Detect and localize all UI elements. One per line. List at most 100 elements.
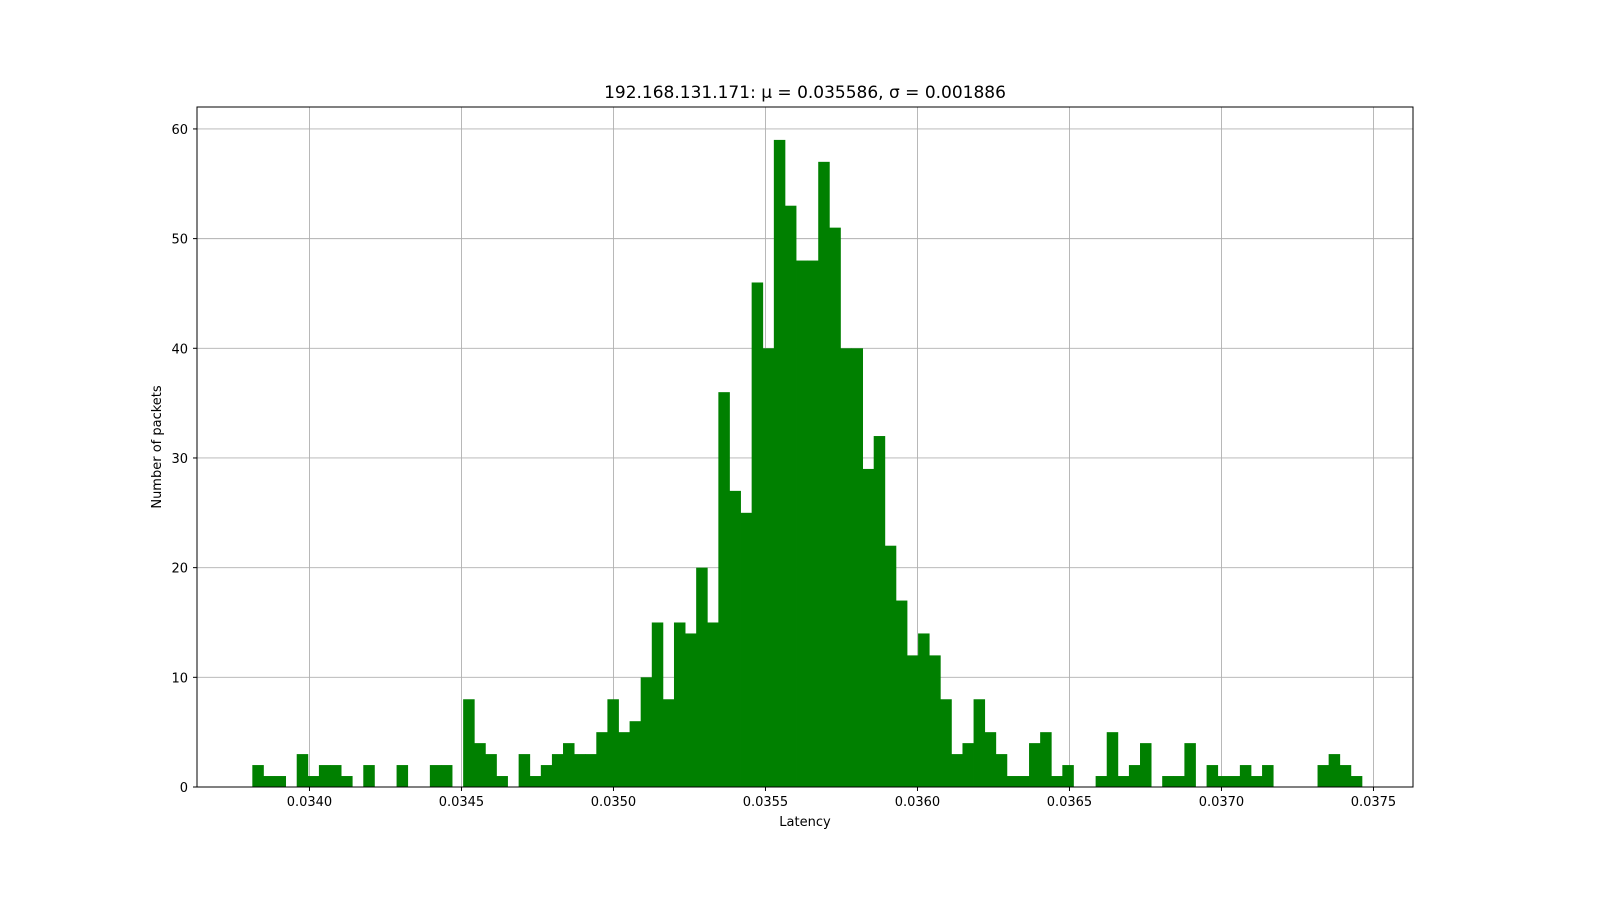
histogram-bar-79 bbox=[1128, 765, 1141, 787]
y-tick-label-3: 30 bbox=[171, 452, 188, 467]
histogram-bar-89 bbox=[1239, 765, 1252, 787]
histogram-bar-57 bbox=[884, 545, 897, 787]
histogram-bar-39 bbox=[685, 633, 697, 787]
histogram-bar-4 bbox=[296, 754, 309, 787]
histogram-bar-77 bbox=[1106, 732, 1119, 787]
histogram-bar-48 bbox=[784, 205, 797, 788]
histogram-bar-27 bbox=[551, 754, 564, 787]
histogram-bar-22 bbox=[496, 776, 508, 787]
histogram-bar-58 bbox=[895, 600, 908, 787]
histogram-bar-66 bbox=[984, 732, 997, 787]
histogram-bar-1 bbox=[263, 776, 275, 787]
histogram-bar-7 bbox=[330, 765, 342, 787]
histogram-bar-16 bbox=[429, 765, 442, 787]
histogram-bar-49 bbox=[796, 260, 808, 787]
histogram-bar-86 bbox=[1206, 765, 1219, 787]
y-tick-label-6: 60 bbox=[171, 123, 188, 138]
histogram-bar-76 bbox=[1095, 776, 1108, 787]
histogram-bar-83 bbox=[1173, 776, 1185, 787]
histogram-bar-64 bbox=[962, 743, 974, 787]
histogram-bar-37 bbox=[662, 699, 675, 787]
x-tick-label-5: 0.0365 bbox=[1047, 795, 1093, 810]
histogram-bar-6 bbox=[318, 765, 331, 787]
histogram-bar-61 bbox=[929, 655, 941, 787]
histogram-bar-51 bbox=[818, 161, 830, 787]
histogram-bar-87 bbox=[1217, 776, 1230, 787]
x-tick-label-7: 0.0375 bbox=[1351, 795, 1397, 810]
histogram-bar-34 bbox=[629, 721, 642, 787]
histogram-bar-63 bbox=[951, 754, 963, 787]
y-axis-label: Number of packets bbox=[150, 385, 165, 509]
histogram-bar-2 bbox=[274, 776, 287, 787]
bars-layer bbox=[252, 139, 1363, 788]
histogram-bar-21 bbox=[485, 754, 497, 787]
histogram-bar-97 bbox=[1328, 754, 1341, 787]
histogram-bar-60 bbox=[918, 633, 930, 787]
histogram-bar-24 bbox=[518, 754, 531, 787]
histogram-bar-55 bbox=[862, 468, 875, 787]
histogram-bar-80 bbox=[1140, 743, 1152, 787]
x-tick-label-2: 0.0350 bbox=[591, 795, 637, 810]
histogram-bar-38 bbox=[673, 622, 686, 787]
histogram-bar-13 bbox=[396, 765, 409, 787]
histogram-bar-29 bbox=[574, 754, 586, 787]
histogram-bar-96 bbox=[1317, 765, 1330, 787]
x-tick-label-1: 0.0345 bbox=[439, 795, 485, 810]
histogram-bar-62 bbox=[940, 699, 952, 787]
x-axis-label: Latency bbox=[779, 815, 831, 830]
histogram-bar-33 bbox=[618, 732, 630, 787]
histogram-bar-52 bbox=[829, 227, 841, 788]
histogram-bar-98 bbox=[1339, 765, 1352, 787]
histogram-bar-0 bbox=[252, 765, 264, 787]
histogram-bar-45 bbox=[751, 282, 764, 787]
histogram-bar-82 bbox=[1162, 776, 1174, 787]
y-tick-label-1: 10 bbox=[171, 671, 188, 686]
histogram-bar-73 bbox=[1062, 765, 1074, 787]
histogram-bar-54 bbox=[851, 348, 864, 787]
histogram-bar-40 bbox=[696, 567, 708, 787]
histogram-bar-46 bbox=[762, 348, 775, 787]
y-tick-label-4: 40 bbox=[171, 342, 188, 357]
histogram-bar-42 bbox=[718, 392, 730, 787]
histogram-bar-36 bbox=[651, 622, 664, 787]
histogram-bar-5 bbox=[307, 776, 320, 787]
histogram-bar-43 bbox=[729, 490, 741, 787]
histogram-bar-17 bbox=[440, 765, 453, 787]
histogram-bar-84 bbox=[1184, 743, 1196, 787]
histogram-bar-47 bbox=[773, 139, 786, 788]
histogram-bar-59 bbox=[906, 655, 919, 787]
histogram-bar-31 bbox=[596, 732, 608, 787]
histogram-bar-56 bbox=[873, 436, 886, 787]
y-tick-label-0: 0 bbox=[180, 781, 188, 796]
histogram-bar-8 bbox=[341, 776, 353, 787]
histogram-bar-20 bbox=[474, 743, 486, 787]
histogram-bar-69 bbox=[1017, 776, 1030, 787]
histogram-bar-88 bbox=[1228, 776, 1241, 787]
plot-frame bbox=[196, 106, 1414, 788]
histogram-bar-91 bbox=[1262, 765, 1274, 787]
histogram-bar-65 bbox=[973, 699, 986, 787]
y-tick-label-5: 50 bbox=[171, 233, 188, 248]
histogram-bar-41 bbox=[707, 622, 719, 787]
histogram-bar-67 bbox=[995, 754, 1008, 787]
x-tick-label-3: 0.0355 bbox=[743, 795, 789, 810]
chart-title: 192.168.131.171: μ = 0.035586, σ = 0.001… bbox=[604, 83, 1006, 103]
histogram-bar-99 bbox=[1350, 776, 1363, 787]
histogram-bar-72 bbox=[1051, 776, 1063, 787]
histogram-bar-44 bbox=[740, 512, 753, 787]
histogram-bar-32 bbox=[607, 699, 619, 787]
histogram-bar-28 bbox=[563, 743, 575, 787]
histogram-bar-70 bbox=[1029, 743, 1041, 787]
histogram-bar-35 bbox=[640, 677, 653, 787]
histogram-bar-19 bbox=[463, 699, 475, 787]
y-tick-label-2: 20 bbox=[171, 562, 188, 577]
histogram-bar-26 bbox=[540, 765, 553, 787]
histogram-bar-90 bbox=[1250, 776, 1263, 787]
histogram-bar-30 bbox=[585, 754, 597, 787]
histogram-bar-68 bbox=[1006, 776, 1019, 787]
histogram-bar-10 bbox=[363, 765, 375, 787]
x-tick-label-6: 0.0370 bbox=[1199, 795, 1245, 810]
histogram-bar-71 bbox=[1040, 732, 1052, 787]
